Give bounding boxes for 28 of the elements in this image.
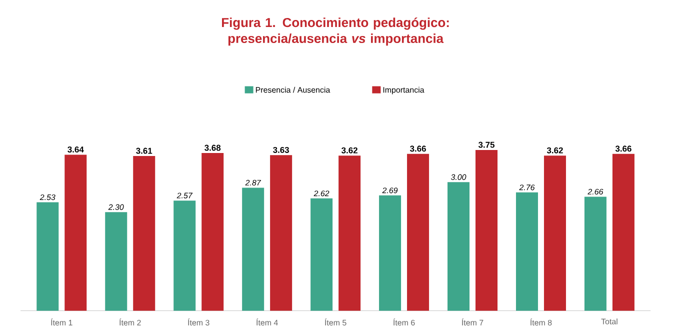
- bar: [64, 154, 87, 311]
- bar: [242, 188, 264, 311]
- bar: [338, 156, 361, 311]
- bar: [379, 195, 402, 311]
- bar: [270, 155, 292, 311]
- bar: [105, 212, 128, 311]
- data-label: 3.66: [410, 146, 426, 152]
- bar: [407, 154, 430, 311]
- data-label: 3.68: [204, 144, 221, 151]
- bar: [133, 156, 156, 311]
- chart-title: Figura 1. Conocimiento pedagógico: presencia/ausencia vs importancia: [222, 17, 449, 46]
- data-label: 3.75: [478, 142, 495, 148]
- data-label: 3.64: [68, 146, 84, 153]
- bar: [612, 154, 634, 311]
- bar: [544, 156, 566, 311]
- bar: [448, 182, 470, 311]
- data-label: 3.62: [341, 147, 358, 154]
- bar: [36, 202, 59, 311]
- bar: [310, 198, 333, 311]
- data-label: 3.66: [615, 146, 632, 152]
- bar: [516, 192, 538, 311]
- bar: [584, 196, 606, 311]
- bar: [202, 153, 224, 311]
- data-label: 3.63: [273, 146, 290, 153]
- data-label: 3.61: [136, 148, 152, 154]
- data-label: 3.62: [546, 147, 563, 154]
- bar: [174, 200, 196, 311]
- bar: [476, 150, 498, 311]
